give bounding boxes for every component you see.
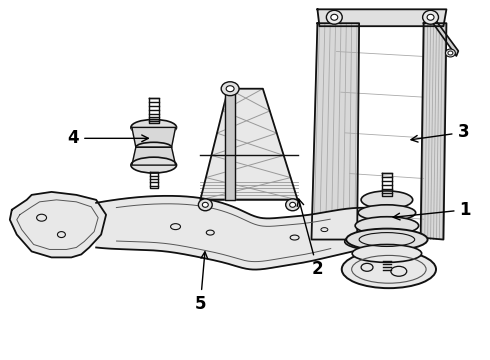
Ellipse shape [286,199,299,211]
Ellipse shape [290,202,295,207]
Ellipse shape [131,157,176,173]
Ellipse shape [361,191,413,209]
Ellipse shape [131,120,176,135]
Ellipse shape [136,142,172,152]
Ellipse shape [331,14,338,20]
Ellipse shape [226,86,234,92]
Ellipse shape [445,49,455,57]
Ellipse shape [358,205,416,221]
Ellipse shape [345,233,419,251]
Ellipse shape [221,82,239,96]
Polygon shape [96,196,364,270]
Polygon shape [420,23,446,239]
Ellipse shape [342,251,436,288]
Polygon shape [318,9,446,26]
Ellipse shape [355,217,418,235]
Ellipse shape [202,202,208,207]
Ellipse shape [198,199,212,211]
Polygon shape [132,127,175,147]
Polygon shape [10,192,106,257]
Text: 1: 1 [393,201,471,220]
Polygon shape [225,89,235,200]
Ellipse shape [346,229,428,251]
Text: 4: 4 [68,129,148,147]
Ellipse shape [448,51,453,55]
Ellipse shape [422,10,439,24]
Ellipse shape [427,14,434,20]
Text: 2: 2 [297,199,323,278]
Text: 5: 5 [195,252,208,313]
Ellipse shape [352,244,421,262]
Polygon shape [200,89,297,200]
Polygon shape [312,23,359,239]
Ellipse shape [326,10,342,24]
Polygon shape [132,147,175,165]
Text: 3: 3 [411,123,469,142]
Polygon shape [432,17,458,56]
